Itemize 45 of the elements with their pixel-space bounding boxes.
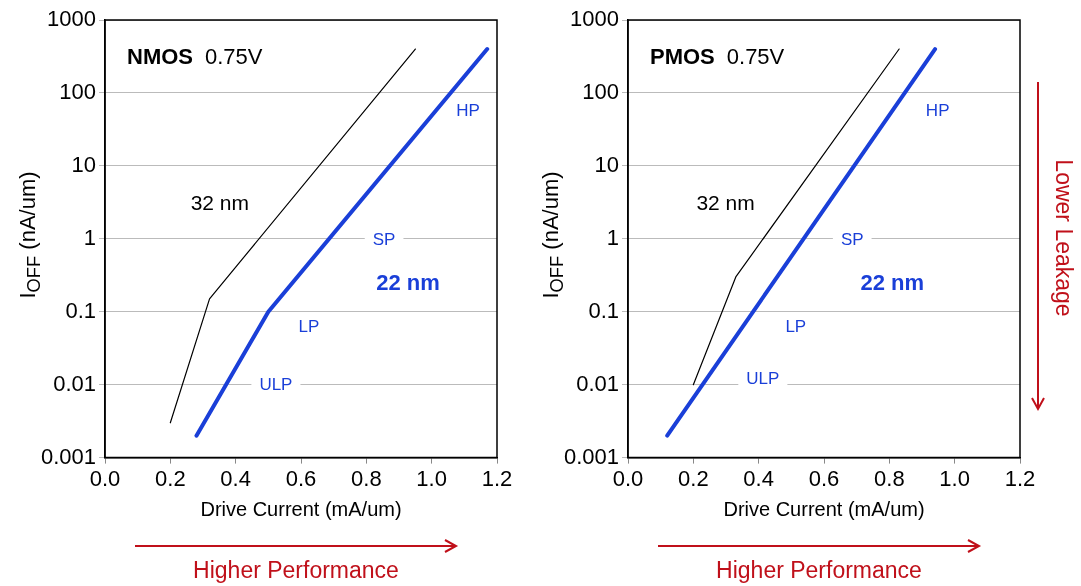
- annotation: SP: [840, 229, 864, 249]
- x-tick-label: 0.4: [220, 465, 251, 491]
- x-tick-label: 1.0: [939, 465, 970, 491]
- y-tick-label: 10: [594, 151, 619, 177]
- y-tick-label: 0.1: [588, 297, 619, 323]
- x-tick-label: 1.0: [416, 465, 447, 491]
- x-tick-label: 1.2: [1004, 465, 1036, 491]
- x-tick-label: 0.6: [808, 465, 840, 491]
- text: 0.75V: [726, 44, 785, 70]
- annotation: HP: [456, 101, 480, 121]
- text: PMOS: [650, 44, 715, 70]
- text: 0.75V: [205, 44, 263, 70]
- annotation: ULP: [259, 375, 293, 395]
- y-tick-label: 10: [71, 151, 96, 177]
- x-tick-label: 1.2: [481, 465, 513, 491]
- y-tick-label: 100: [59, 79, 96, 104]
- text: Higher Performance: [716, 556, 922, 584]
- x-tick-label: 0.6: [285, 465, 317, 491]
- y-tick-label: 1: [606, 224, 619, 250]
- x-tick-label: 0.2: [678, 465, 709, 491]
- annotation: LP: [785, 317, 807, 337]
- y-tick-label: 1000: [570, 6, 619, 32]
- annotation: SP: [372, 229, 396, 249]
- text: 22 nm: [376, 269, 440, 295]
- y-tick-label: 1000: [47, 6, 96, 32]
- annotation: LP: [298, 317, 320, 337]
- x-tick-label: 0.2: [155, 465, 186, 491]
- y-tick-label: 100: [582, 79, 619, 104]
- text: NMOS: [127, 44, 193, 70]
- x-axis-title: Drive Current (mA/um): [200, 497, 402, 520]
- series-label: 32 nm: [190, 191, 250, 215]
- annotation: ULP: [746, 368, 780, 388]
- annotation: HP: [925, 101, 950, 121]
- x-tick-label: 0.8: [874, 465, 905, 491]
- x-tick-label: 0.4: [743, 465, 774, 491]
- text: Lower Leakage: [1049, 159, 1077, 317]
- y-tick-label: 0.01: [53, 370, 96, 396]
- series-label: 32 nm: [696, 191, 755, 215]
- text: 22 nm: [860, 269, 924, 295]
- y-tick-label: 1: [83, 224, 96, 250]
- x-tick-label: 0.8: [351, 465, 382, 491]
- x-axis-title: Drive Current (mA/um): [723, 497, 925, 520]
- text: Higher Performance: [193, 556, 399, 584]
- y-tick-label: 0.01: [576, 370, 619, 396]
- y-tick-label: 0.1: [65, 297, 96, 323]
